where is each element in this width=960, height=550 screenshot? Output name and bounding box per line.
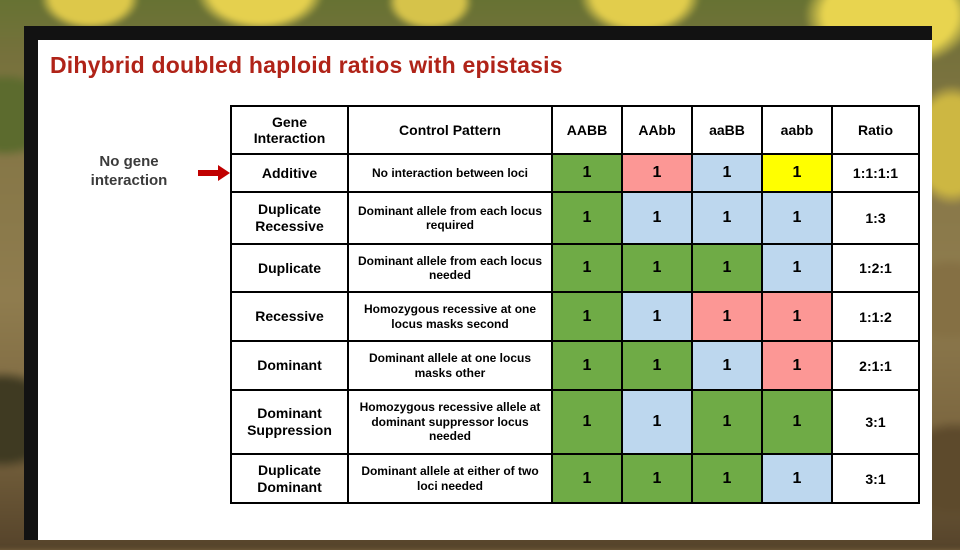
gene-interaction-cell: Additive xyxy=(230,153,349,193)
ratio-cell: 1:2:1 xyxy=(831,243,920,293)
ratio-cell: 2:1:1 xyxy=(831,340,920,391)
table-row: Additive No interaction between loci 1 1… xyxy=(230,153,920,193)
genotype-value-cell: 1 xyxy=(691,153,763,193)
gene-interaction-cell: Duplicate Dominant xyxy=(230,453,349,504)
col-header-ratio: Ratio xyxy=(831,105,920,155)
genotype-value-cell: 1 xyxy=(551,291,623,342)
table-row: Dominant Suppression Homozygous recessiv… xyxy=(230,389,920,455)
genotype-value-cell: 1 xyxy=(761,291,833,342)
table-row: Duplicate Dominant Dominant allele at ei… xyxy=(230,453,920,504)
genotype-value-cell: 1 xyxy=(551,389,623,455)
table-row: Recessive Homozygous recessive at one lo… xyxy=(230,291,920,342)
genotype-value-cell: 1 xyxy=(551,191,623,245)
genotype-value-cell: 1 xyxy=(761,153,833,193)
genotype-value-cell: 1 xyxy=(761,340,833,391)
gene-interaction-cell: Dominant Suppression xyxy=(230,389,349,455)
gene-interaction-cell: Recessive xyxy=(230,291,349,342)
ratio-cell: 3:1 xyxy=(831,453,920,504)
table-row: Duplicate Recessive Dominant allele from… xyxy=(230,191,920,245)
gene-interaction-cell: Dominant xyxy=(230,340,349,391)
control-pattern-cell: Homozygous recessive at one locus masks … xyxy=(347,291,553,342)
genotype-value-cell: 1 xyxy=(691,340,763,391)
col-header-aaBB: aaBB xyxy=(691,105,763,155)
control-pattern-cell: Dominant allele at one locus masks other xyxy=(347,340,553,391)
annotation-no-gene-interaction: No gene interaction xyxy=(90,153,168,189)
ratio-cell: 3:1 xyxy=(831,389,920,455)
control-pattern-cell: Homozygous recessive allele at dominant … xyxy=(347,389,553,455)
table-row: Duplicate Dominant allele from each locu… xyxy=(230,243,920,293)
genotype-value-cell: 1 xyxy=(621,340,693,391)
genotype-value-cell: 1 xyxy=(551,453,623,504)
genotype-value-cell: 1 xyxy=(761,389,833,455)
epistasis-table: Gene Interaction Control Pattern AABB AA… xyxy=(230,105,920,504)
control-pattern-cell: No interaction between loci xyxy=(347,153,553,193)
genotype-value-cell: 1 xyxy=(691,453,763,504)
genotype-value-cell: 1 xyxy=(621,291,693,342)
genotype-value-cell: 1 xyxy=(691,191,763,245)
genotype-value-cell: 1 xyxy=(621,243,693,293)
genotype-value-cell: 1 xyxy=(551,340,623,391)
slide-title: Dihybrid doubled haploid ratios with epi… xyxy=(50,52,563,78)
col-header-control-pattern: Control Pattern xyxy=(347,105,553,155)
genotype-value-cell: 1 xyxy=(691,389,763,455)
gene-interaction-cell: Duplicate Recessive xyxy=(230,191,349,245)
genotype-value-cell: 1 xyxy=(761,453,833,504)
genotype-value-cell: 1 xyxy=(621,153,693,193)
col-header-aabb: aabb xyxy=(761,105,833,155)
genotype-value-cell: 1 xyxy=(691,291,763,342)
genotype-value-cell: 1 xyxy=(621,453,693,504)
table-row: Dominant Dominant allele at one locus ma… xyxy=(230,340,920,391)
genotype-value-cell: 1 xyxy=(691,243,763,293)
col-header-AAbb: AAbb xyxy=(621,105,693,155)
genotype-value-cell: 1 xyxy=(761,191,833,245)
slide-border-left xyxy=(24,26,38,540)
control-pattern-cell: Dominant allele at either of two loci ne… xyxy=(347,453,553,504)
ratio-cell: 1:1:2 xyxy=(831,291,920,342)
gene-interaction-cell: Duplicate xyxy=(230,243,349,293)
ratio-cell: 1:3 xyxy=(831,191,920,245)
genotype-value-cell: 1 xyxy=(551,243,623,293)
control-pattern-cell: Dominant allele from each locus required xyxy=(347,191,553,245)
genotype-value-cell: 1 xyxy=(551,153,623,193)
ratio-cell: 1:1:1:1 xyxy=(831,153,920,193)
genotype-value-cell: 1 xyxy=(621,389,693,455)
header-row: Gene Interaction Control Pattern AABB AA… xyxy=(230,105,920,155)
control-pattern-cell: Dominant allele from each locus needed xyxy=(347,243,553,293)
genotype-value-cell: 1 xyxy=(621,191,693,245)
col-header-gene-interaction: Gene Interaction xyxy=(230,105,349,155)
col-header-AABB: AABB xyxy=(551,105,623,155)
right-arrow-icon xyxy=(198,165,230,181)
genotype-value-cell: 1 xyxy=(761,243,833,293)
slide-border-top xyxy=(24,26,932,40)
